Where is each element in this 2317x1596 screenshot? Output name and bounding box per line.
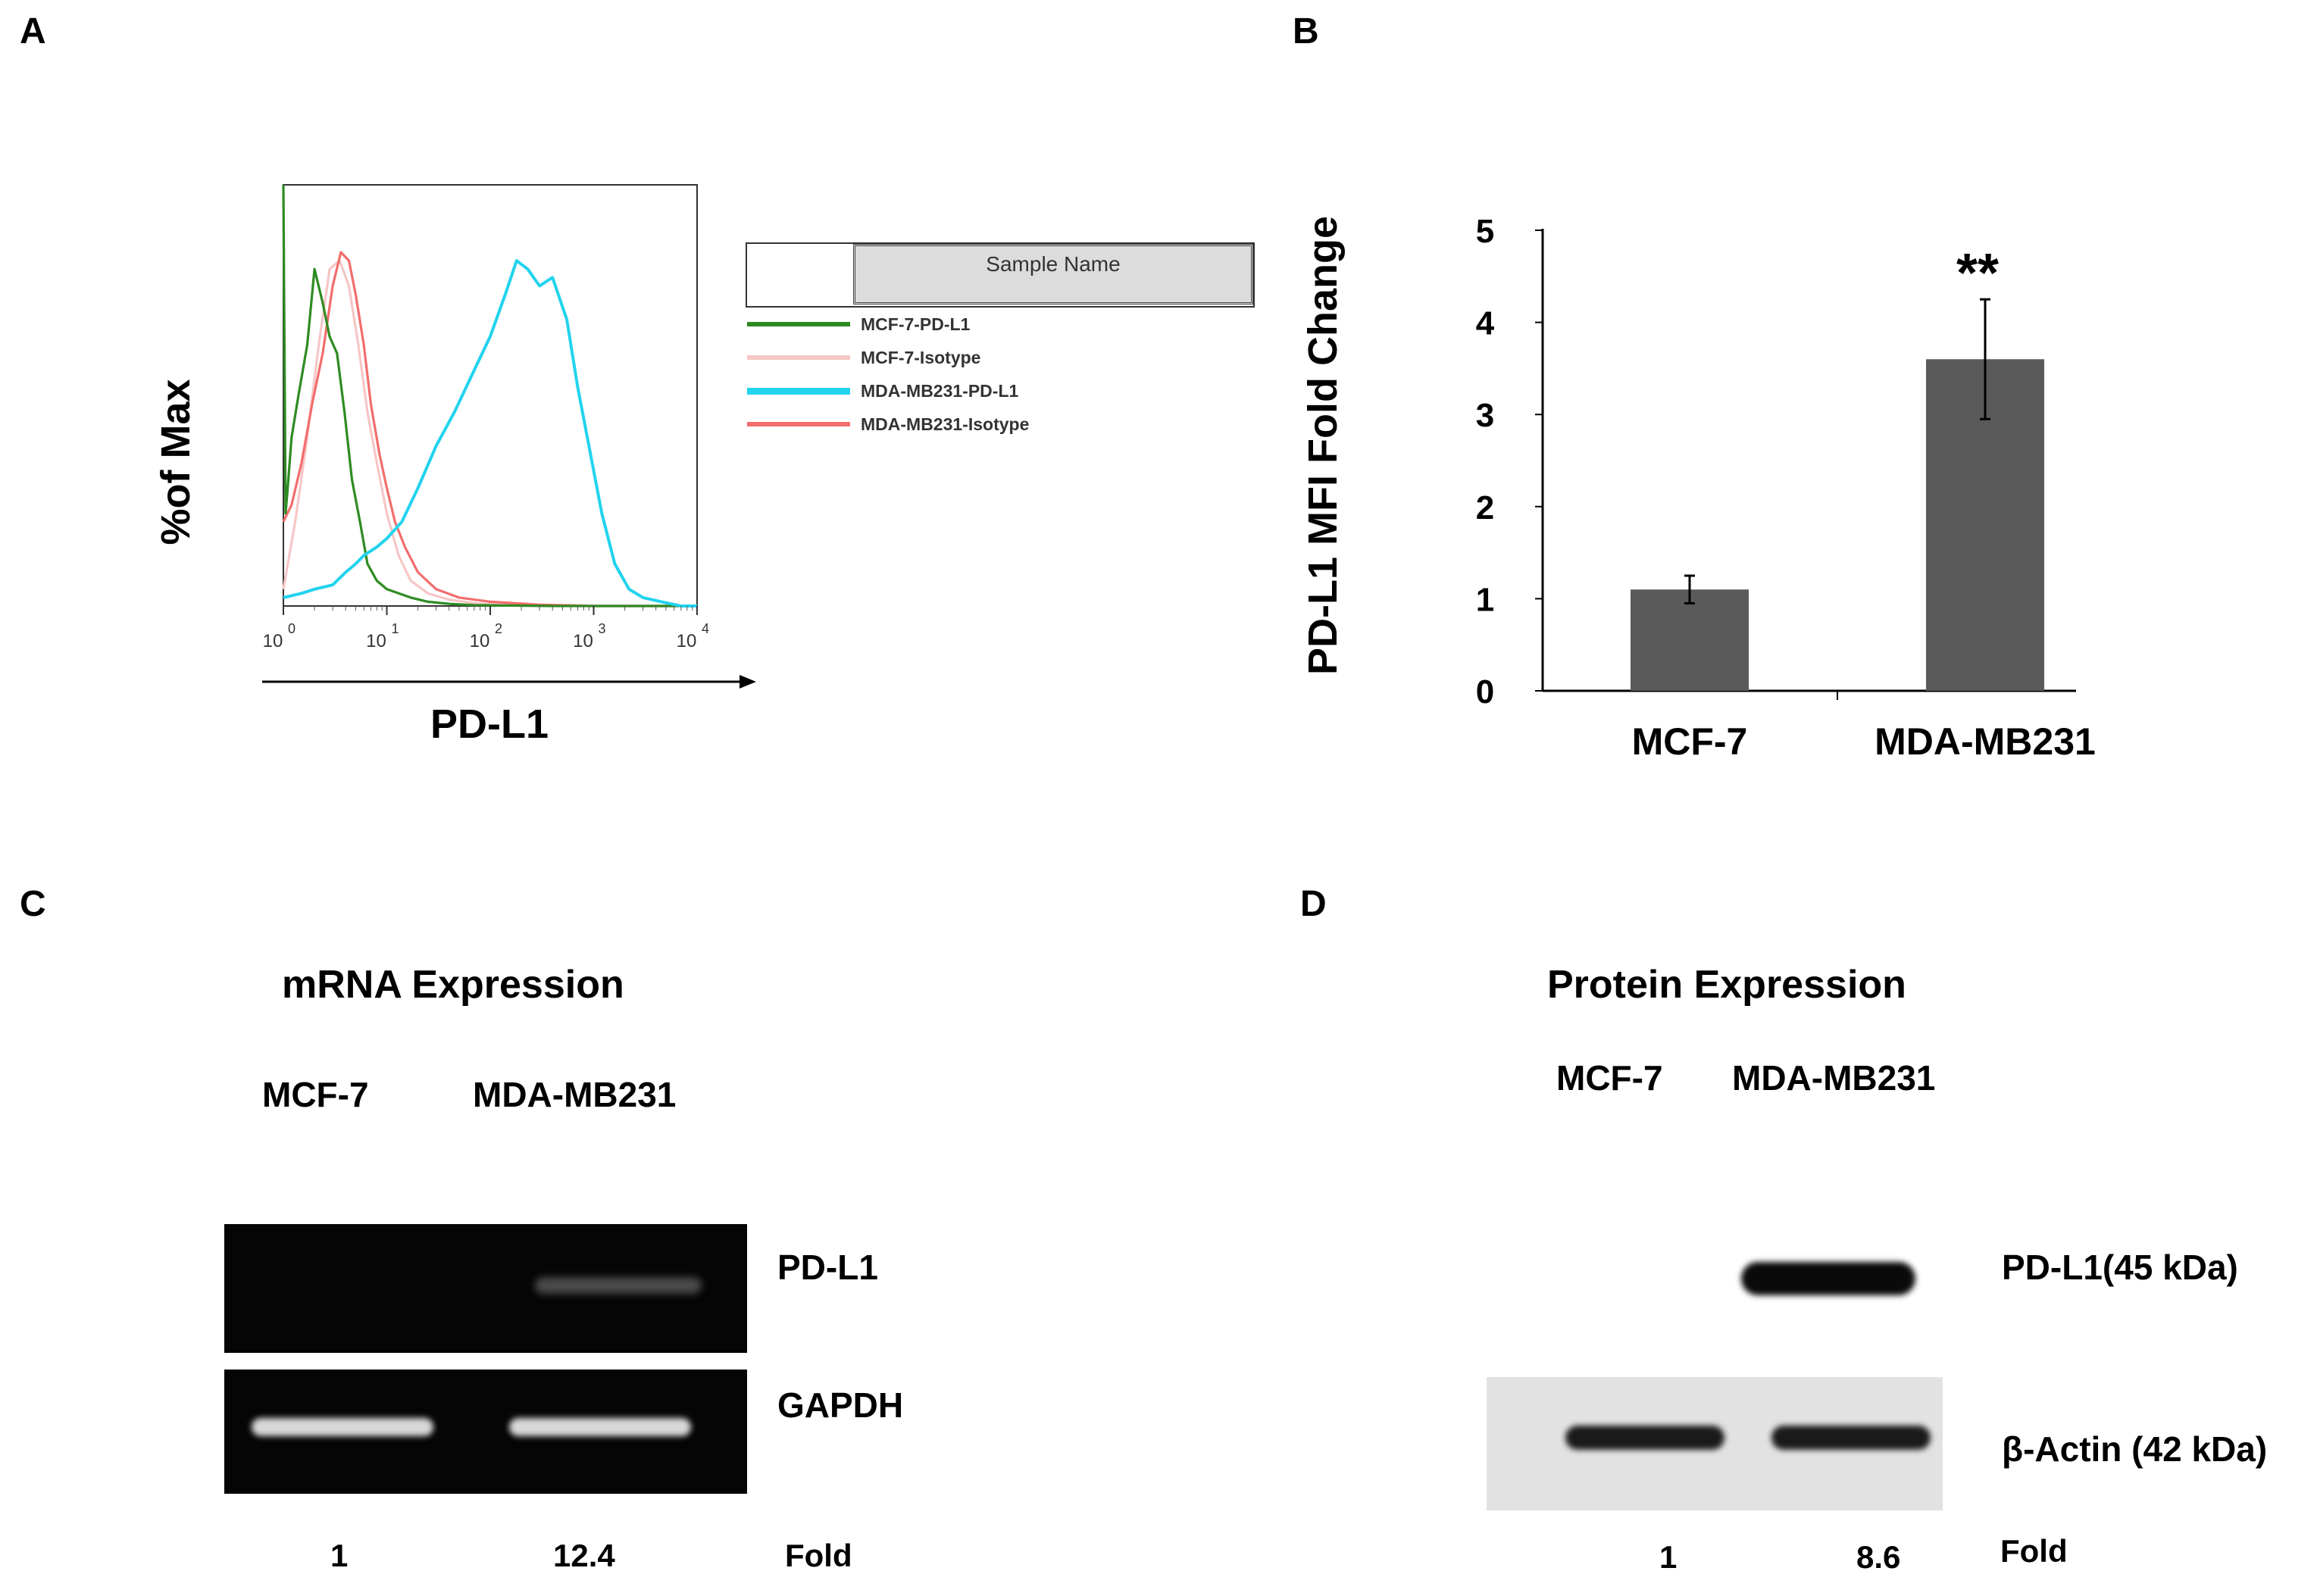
protein-band-label: β-Actin (42 kDa) [2002, 1429, 2268, 1469]
histogram-frame [283, 184, 698, 607]
histogram-x-tick-exp: 0 [288, 621, 295, 636]
legend-header-text: Sample Name [986, 252, 1121, 276]
bar-plot-area: 0 1 2 3 4 5 MCF-7 MDA-MB231 ** [1476, 213, 2096, 763]
bar-y-tick-label: 3 [1476, 397, 1494, 434]
mrna-title: mRNA Expression [282, 963, 624, 1007]
protein-lane-label: MDA-MB231 [1732, 1058, 1936, 1098]
histogram-x-label: PD-L1 [430, 701, 549, 747]
histogram-series-line [282, 251, 697, 607]
legend-header-cell: Sample Name [853, 244, 1253, 305]
mrna-lane-label: MDA-MB231 [473, 1075, 677, 1114]
legend-label: MDA-MB231-PD-L1 [861, 380, 1019, 401]
bar-significance-label: ** [1956, 243, 1999, 304]
legend-swatch [747, 387, 850, 395]
protein-lane-label: MCF-7 [1556, 1058, 1663, 1098]
flow-histogram: 10 0 10 1 10 2 10 3 10 4 [262, 184, 756, 689]
histogram-series-line [282, 259, 697, 607]
gel-band [252, 1418, 433, 1436]
blot-beta-actin [1487, 1377, 1943, 1510]
legend: MCF-7-PD-L1 MCF-7-Isotype MDA-MB231-PD-L… [746, 308, 1029, 444]
mrna-fold-value: 12.4 [553, 1538, 615, 1573]
panel-letter-c: C [20, 884, 46, 924]
legend-item: MDA-MB231-PD-L1 [746, 374, 1018, 408]
bar-y-tick-label: 2 [1476, 489, 1494, 526]
bar-y-tick-label: 4 [1476, 305, 1495, 342]
histogram-series-line [283, 259, 697, 607]
legend-item: MCF-7-PD-L1 [746, 308, 970, 341]
panel-letter-b: B [1293, 11, 1319, 52]
legend-label: MCF-7-Isotype [861, 347, 981, 367]
legend-item: MCF-7-Isotype [746, 341, 980, 374]
mrna-band-label: GAPDH [777, 1385, 904, 1425]
legend-swatch [747, 422, 850, 426]
legend-label: MDA-MB231-Isotype [861, 414, 1030, 434]
histogram-x-tick-exp: 2 [495, 621, 502, 636]
histogram-x-tick-exp: 4 [702, 621, 709, 636]
legend-label: MCF-7-PD-L1 [861, 314, 971, 334]
legend-swatch [747, 322, 850, 326]
histogram-y-label: %of Max [153, 379, 199, 545]
histogram-x-tick-label: 10 [366, 631, 386, 651]
bar-y-tick-label: 5 [1476, 213, 1494, 250]
histogram-x-tick-label: 10 [470, 631, 490, 651]
legend-swatch [747, 355, 850, 360]
legend-item: MDA-MB231-Isotype [746, 408, 1029, 441]
histogram-x-tick-label: 10 [677, 631, 697, 651]
mrna-fold-value: 1 [330, 1538, 349, 1573]
bar-y-tick-label: 1 [1476, 581, 1494, 618]
blot-pd-l1 [1724, 1239, 1937, 1323]
histogram-x-tick-label: 10 [573, 631, 593, 651]
panel-letter-a: A [20, 11, 46, 52]
protein-fold-label: Fold [2000, 1533, 2068, 1569]
bar-y-label: PD-L1 MFI Fold Change [1300, 216, 1346, 675]
bar-chart: 0 1 2 3 4 5 MCF-7 MDA-MB231 ** [1476, 213, 2096, 763]
gel-band [535, 1277, 702, 1294]
histogram-axis-arrow-head [740, 675, 756, 689]
mrna-lane-label: MCF-7 [262, 1075, 369, 1114]
legend-header-box: Sample Name [746, 242, 1255, 308]
bar [1631, 589, 1749, 691]
blot-band [1565, 1426, 1724, 1450]
histogram-x-tick-label: 10 [263, 631, 283, 651]
histogram-x-tick-exp: 1 [392, 621, 399, 636]
histogram-series-line [282, 184, 697, 607]
gel-band [509, 1418, 691, 1436]
histogram-x-tick-exp: 3 [599, 621, 606, 636]
panel-letter-d: D [1300, 884, 1327, 924]
mrna-band-label: PD-L1 [777, 1248, 878, 1287]
blot-band [1741, 1262, 1915, 1295]
bar-category-label: MDA-MB231 [1875, 720, 2096, 763]
blot-band [1771, 1426, 1931, 1450]
bar-category-label: MCF-7 [1632, 720, 1748, 763]
protein-fold-value: 1 [1659, 1539, 1678, 1575]
mrna-fold-label: Fold [785, 1538, 852, 1573]
protein-band-label: PD-L1(45 kDa) [2002, 1248, 2238, 1287]
histogram-plot-area: 10 0 10 1 10 2 10 3 10 4 [262, 184, 756, 689]
protein-title: Protein Expression [1547, 963, 1906, 1007]
bar-y-tick-label: 0 [1476, 673, 1494, 711]
gel-gapdh [224, 1370, 747, 1494]
gel-pd-l1 [224, 1224, 747, 1353]
protein-fold-value: 8.6 [1856, 1539, 1901, 1575]
